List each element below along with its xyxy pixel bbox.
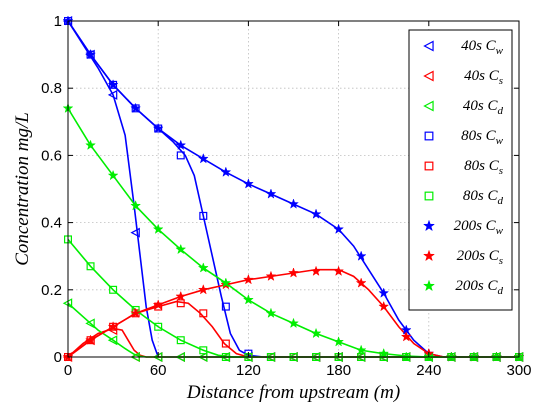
data-point xyxy=(266,308,276,317)
x-axis-label: Distance from upstream (m) xyxy=(186,382,400,403)
y-tick-label: 0.6 xyxy=(41,147,62,164)
data-point xyxy=(266,189,276,198)
y-axis-label: Concentration mg/L xyxy=(12,112,33,266)
data-point xyxy=(221,167,231,176)
x-tick-label: 60 xyxy=(150,362,167,379)
x-tick-label: 120 xyxy=(236,362,261,379)
data-point xyxy=(199,285,209,294)
data-point xyxy=(86,140,96,149)
data-point xyxy=(244,179,254,188)
data-point xyxy=(289,199,299,208)
y-tick-label: 1 xyxy=(54,13,62,30)
y-tick-label: 0.4 xyxy=(41,215,62,232)
x-tick-label: 0 xyxy=(64,362,72,379)
y-tick-label: 0.8 xyxy=(41,80,62,97)
y-tick-label: 0 xyxy=(54,349,62,366)
data-point xyxy=(266,271,276,280)
x-tick-label: 300 xyxy=(506,362,531,379)
x-tick-label: 180 xyxy=(326,362,351,379)
x-tick-label: 240 xyxy=(416,362,441,379)
data-point xyxy=(311,266,321,275)
data-point xyxy=(334,337,344,346)
data-point xyxy=(289,318,299,327)
data-point xyxy=(311,328,321,337)
data-point xyxy=(289,268,299,277)
data-point xyxy=(176,292,186,301)
y-tick-label: 0.2 xyxy=(41,282,62,299)
